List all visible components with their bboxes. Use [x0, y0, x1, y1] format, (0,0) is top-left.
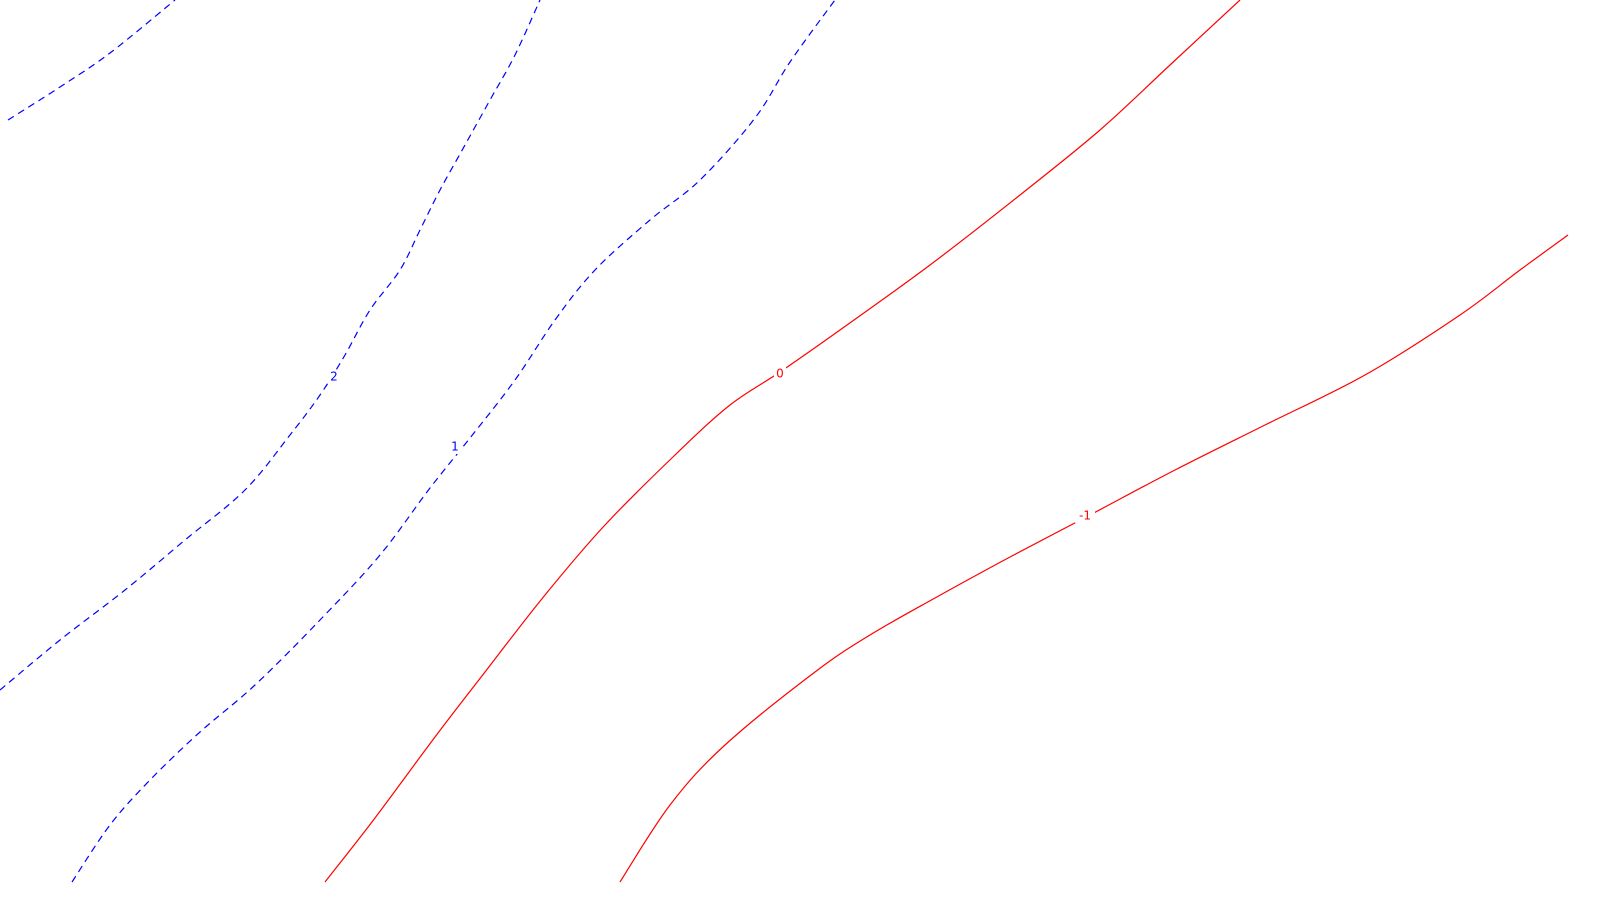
contour-label-background [774, 367, 786, 381]
contour-label-background [1075, 509, 1095, 523]
contour-label-background [449, 440, 461, 454]
contour-label-1: 1 [451, 440, 459, 454]
contour-lines [0, 0, 1569, 883]
contour-line-level-neg1-4 [619, 234, 1569, 883]
contour-label-neg1: -1 [1079, 509, 1091, 523]
contour-line-level-2-1 [0, 0, 541, 691]
contour-line-level-2-0 [7, 0, 176, 121]
contour-line-level-1-2 [71, 0, 836, 883]
contour-labels: 2 1 0 -1 [328, 367, 1095, 523]
contour-label-0: 0 [776, 367, 784, 381]
contour-line-level-0-3 [324, 0, 1241, 883]
contour-label-background [328, 370, 340, 384]
contour-label-2: 2 [330, 370, 338, 384]
